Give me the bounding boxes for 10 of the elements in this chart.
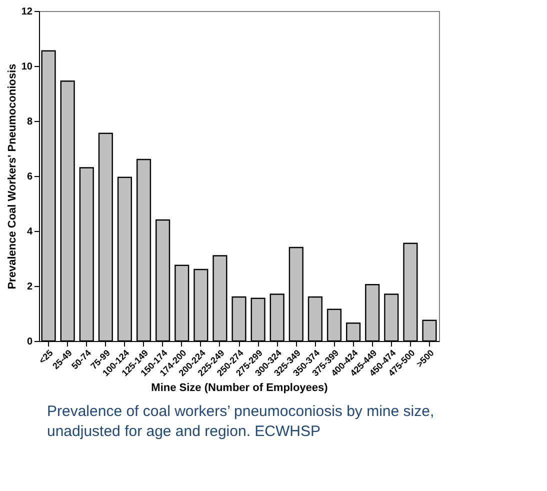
- x-axis-title: Mine Size (Number of Employees): [151, 382, 328, 394]
- y-tick-label: 0: [26, 336, 33, 348]
- y-tick-label: 6: [26, 172, 33, 182]
- y-tick-label: 4: [26, 226, 33, 238]
- y-tick-label: 8: [26, 116, 33, 128]
- y-tick-label: 2: [26, 282, 33, 292]
- y-tick-label: 12: [21, 6, 33, 18]
- text: Prevalence of coal workers’ pneumoconiosis by mine size, unadjusted for age and region. ECWHSP: [47, 403, 434, 440]
- y-axis-title: Prevalence Coal Workers' Pneumoconiosis: [6, 64, 18, 290]
- y-tick-label: 10: [21, 62, 33, 72]
